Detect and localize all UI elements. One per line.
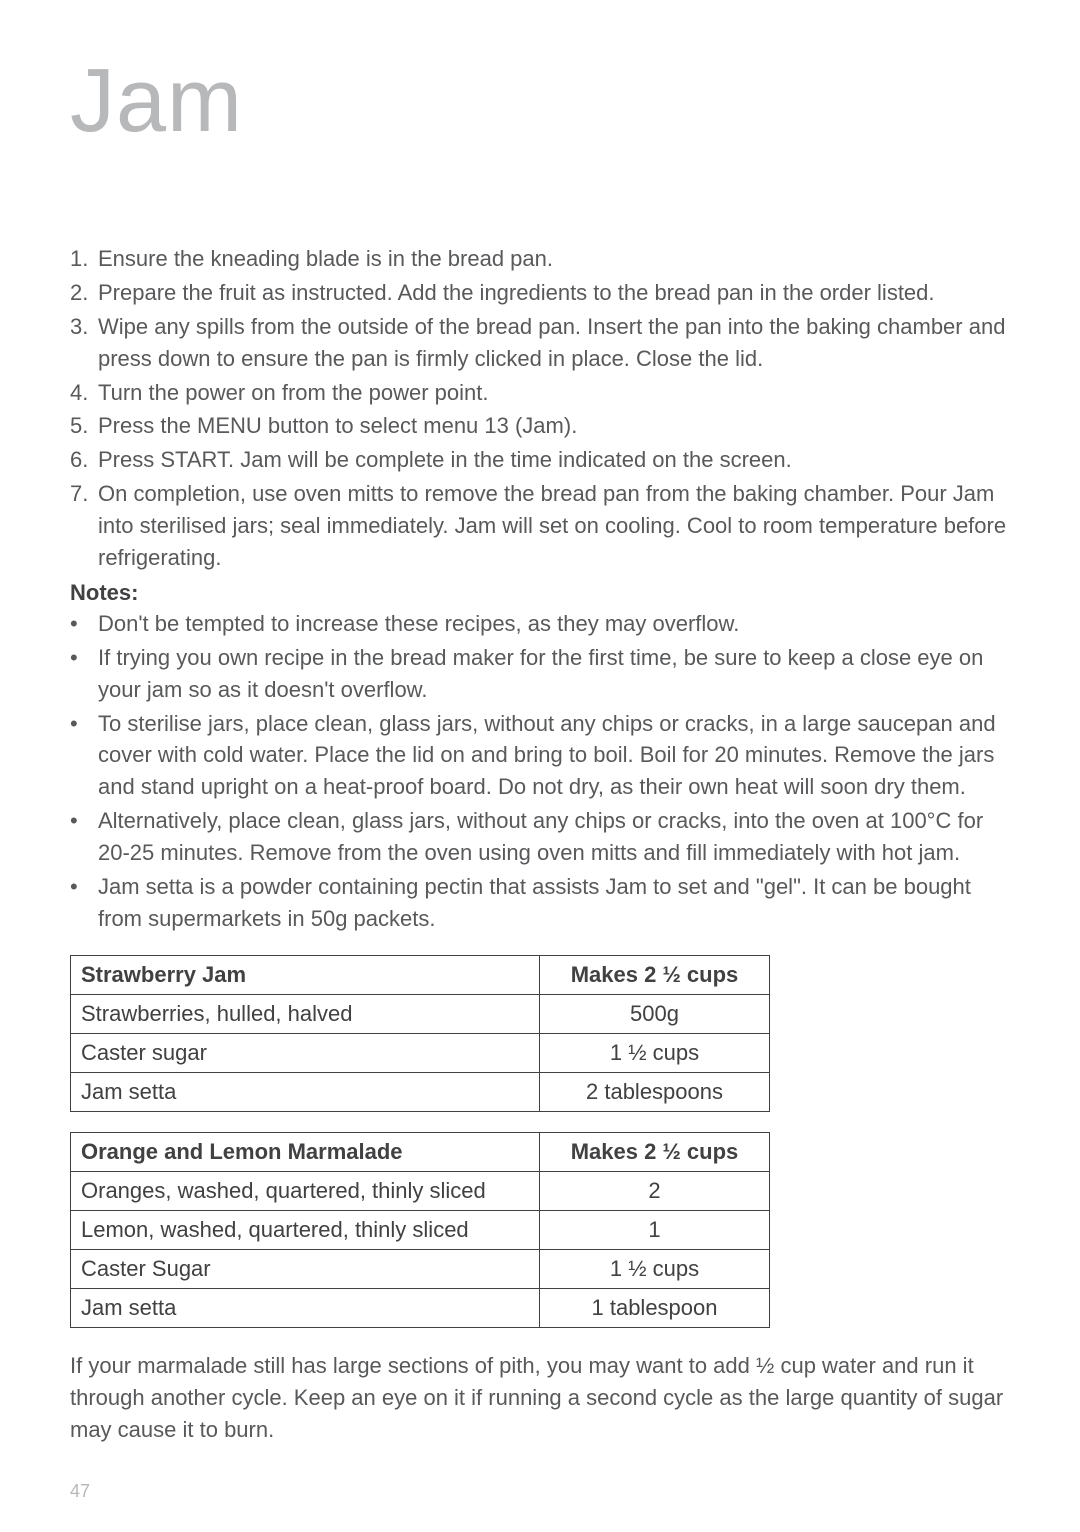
ingredient-name: Strawberries, hulled, halved — [71, 994, 540, 1033]
ingredient-amount: 1 ½ cups — [540, 1033, 770, 1072]
notes-heading: Notes: — [70, 580, 1010, 606]
table-row: Jam setta2 tablespoons — [71, 1072, 770, 1111]
bullet-icon: • — [70, 608, 98, 640]
step-number: 1. — [70, 243, 98, 275]
step-number: 2. — [70, 277, 98, 309]
note-item: •If trying you own recipe in the bread m… — [70, 642, 1010, 706]
note-item: •Jam setta is a powder containing pectin… — [70, 871, 1010, 935]
ingredient-name: Jam setta — [71, 1288, 540, 1327]
table-header-name: Orange and Lemon Marmalade — [71, 1132, 540, 1171]
step-text: Press START. Jam will be complete in the… — [98, 444, 1010, 476]
page-number: 47 — [70, 1481, 90, 1502]
step: 7.On completion, use oven mitts to remov… — [70, 478, 1010, 574]
step: 4.Turn the power on from the power point… — [70, 377, 1010, 409]
step-number: 4. — [70, 377, 98, 409]
table-row: Oranges, washed, quartered, thinly slice… — [71, 1171, 770, 1210]
table-header-name: Strawberry Jam — [71, 955, 540, 994]
table-row: Jam setta1 tablespoon — [71, 1288, 770, 1327]
note-text: Jam setta is a powder containing pectin … — [98, 871, 1010, 935]
note-item: •Don't be tempted to increase these reci… — [70, 608, 1010, 640]
step-text: Prepare the fruit as instructed. Add the… — [98, 277, 1010, 309]
ingredient-amount: 1 tablespoon — [540, 1288, 770, 1327]
step-text: Press the MENU button to select menu 13 … — [98, 410, 1010, 442]
step: 2.Prepare the fruit as instructed. Add t… — [70, 277, 1010, 309]
table-row: Caster sugar1 ½ cups — [71, 1033, 770, 1072]
note-item: •To sterilise jars, place clean, glass j… — [70, 708, 1010, 804]
step-number: 7. — [70, 478, 98, 574]
note-text: To sterilise jars, place clean, glass ja… — [98, 708, 1010, 804]
ingredient-name: Jam setta — [71, 1072, 540, 1111]
ingredient-name: Caster Sugar — [71, 1249, 540, 1288]
note-text: If trying you own recipe in the bread ma… — [98, 642, 1010, 706]
bullet-icon: • — [70, 805, 98, 869]
bullet-icon: • — [70, 871, 98, 935]
ingredient-amount: 2 — [540, 1171, 770, 1210]
ingredient-name: Lemon, washed, quartered, thinly sliced — [71, 1210, 540, 1249]
table-header-row: Orange and Lemon Marmalade Makes 2 ½ cup… — [71, 1132, 770, 1171]
table-header-row: Strawberry Jam Makes 2 ½ cups — [71, 955, 770, 994]
bullet-icon: • — [70, 708, 98, 804]
step-number: 6. — [70, 444, 98, 476]
ingredient-name: Oranges, washed, quartered, thinly slice… — [71, 1171, 540, 1210]
step: 1.Ensure the kneading blade is in the br… — [70, 243, 1010, 275]
step: 5.Press the MENU button to select menu 1… — [70, 410, 1010, 442]
recipe-table-marmalade: Orange and Lemon Marmalade Makes 2 ½ cup… — [70, 1132, 770, 1328]
table-header-amount: Makes 2 ½ cups — [540, 955, 770, 994]
instructions-list: 1.Ensure the kneading blade is in the br… — [70, 243, 1010, 574]
step: 6.Press START. Jam will be complete in t… — [70, 444, 1010, 476]
step: 3.Wipe any spills from the outside of th… — [70, 311, 1010, 375]
step-text: Ensure the kneading blade is in the brea… — [98, 243, 1010, 275]
recipe-table-strawberry: Strawberry Jam Makes 2 ½ cups Strawberri… — [70, 955, 770, 1112]
step-text: Turn the power on from the power point. — [98, 377, 1010, 409]
ingredient-amount: 1 — [540, 1210, 770, 1249]
note-item: •Alternatively, place clean, glass jars,… — [70, 805, 1010, 869]
ingredient-amount: 1 ½ cups — [540, 1249, 770, 1288]
table-row: Strawberries, hulled, halved500g — [71, 994, 770, 1033]
ingredient-name: Caster sugar — [71, 1033, 540, 1072]
step-text: On completion, use oven mitts to remove … — [98, 478, 1010, 574]
step-number: 5. — [70, 410, 98, 442]
step-text: Wipe any spills from the outside of the … — [98, 311, 1010, 375]
closing-paragraph: If your marmalade still has large sectio… — [70, 1350, 1010, 1446]
bullet-icon: • — [70, 642, 98, 706]
note-text: Don't be tempted to increase these recip… — [98, 608, 1010, 640]
note-text: Alternatively, place clean, glass jars, … — [98, 805, 1010, 869]
table-row: Caster Sugar1 ½ cups — [71, 1249, 770, 1288]
table-row: Lemon, washed, quartered, thinly sliced1 — [71, 1210, 770, 1249]
step-number: 3. — [70, 311, 98, 375]
ingredient-amount: 500g — [540, 994, 770, 1033]
table-header-amount: Makes 2 ½ cups — [540, 1132, 770, 1171]
notes-list: •Don't be tempted to increase these reci… — [70, 608, 1010, 935]
page-title: Jam — [70, 50, 1010, 153]
ingredient-amount: 2 tablespoons — [540, 1072, 770, 1111]
